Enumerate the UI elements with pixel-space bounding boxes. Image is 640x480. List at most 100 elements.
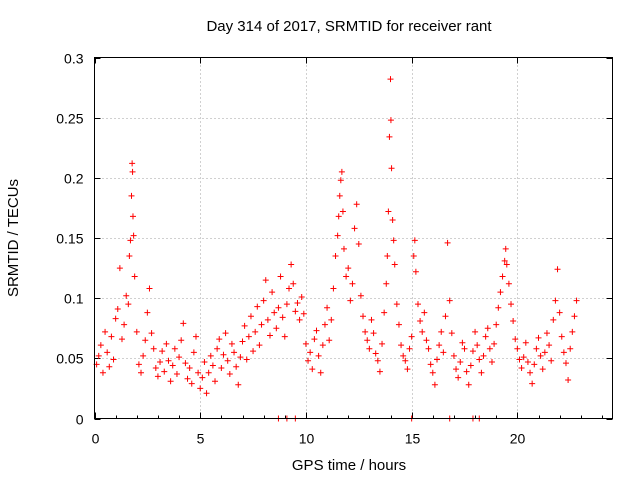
data-point xyxy=(250,348,257,355)
data-point xyxy=(567,345,574,352)
y-tick-label: 0.25 xyxy=(56,111,83,127)
data-point xyxy=(569,328,576,335)
y-tick-label: 0 xyxy=(76,412,84,428)
data-point xyxy=(121,321,128,328)
data-point xyxy=(114,305,121,312)
data-point xyxy=(277,273,284,280)
data-point xyxy=(406,345,413,352)
data-point xyxy=(135,361,142,368)
data-point xyxy=(412,268,419,275)
data-point xyxy=(157,358,164,365)
data-point xyxy=(165,357,172,364)
data-point xyxy=(486,345,493,352)
data-point xyxy=(386,133,393,140)
data-point xyxy=(161,368,168,375)
data-point xyxy=(146,285,153,292)
data-point xyxy=(442,313,449,320)
data-point xyxy=(501,257,508,264)
data-point xyxy=(558,333,565,340)
data-point xyxy=(159,348,166,355)
data-point xyxy=(148,330,155,337)
data-point xyxy=(408,333,415,340)
data-point xyxy=(338,168,345,175)
data-point xyxy=(245,333,252,340)
data-point xyxy=(207,352,214,359)
data-point xyxy=(404,366,411,373)
data-point xyxy=(133,328,140,335)
data-point xyxy=(332,253,339,260)
data-point xyxy=(296,316,303,323)
data-point xyxy=(389,216,396,223)
data-point xyxy=(518,364,525,371)
x-tick-label: 0 xyxy=(92,431,100,447)
data-point xyxy=(550,316,557,323)
data-point xyxy=(529,380,536,387)
data-point xyxy=(298,293,305,300)
data-point xyxy=(288,261,295,268)
data-point xyxy=(499,273,506,280)
data-point xyxy=(307,349,314,356)
data-point xyxy=(531,361,538,368)
data-point xyxy=(216,336,223,343)
data-point xyxy=(209,362,216,369)
data-point xyxy=(138,369,145,376)
data-point xyxy=(173,370,180,377)
data-point xyxy=(313,327,320,334)
data-point xyxy=(395,321,402,328)
data-point xyxy=(256,342,263,349)
data-point xyxy=(243,356,250,363)
data-point xyxy=(360,313,367,320)
data-point xyxy=(110,356,117,363)
data-point xyxy=(539,366,546,373)
data-point xyxy=(290,280,297,287)
data-point xyxy=(95,352,102,359)
data-point xyxy=(182,360,189,367)
data-point xyxy=(476,356,483,363)
data-point xyxy=(440,349,447,356)
chart-title: Day 314 of 2017, SRMTID for receiver ran… xyxy=(206,18,492,35)
data-point xyxy=(438,328,445,335)
data-point xyxy=(376,368,383,375)
data-point xyxy=(349,280,356,287)
data-point xyxy=(184,375,191,382)
data-point xyxy=(226,370,233,377)
data-point xyxy=(254,303,261,310)
data-point xyxy=(368,316,375,323)
data-point xyxy=(524,358,531,365)
data-point xyxy=(497,289,504,296)
data-point xyxy=(129,168,136,175)
data-point xyxy=(300,310,307,317)
data-point xyxy=(118,336,125,343)
data-point xyxy=(126,253,133,260)
data-point xyxy=(495,304,502,311)
x-tick-label: 20 xyxy=(510,431,526,447)
data-point xyxy=(450,352,457,359)
data-point xyxy=(357,292,364,299)
data-point xyxy=(104,349,111,356)
data-point xyxy=(383,280,390,287)
data-point xyxy=(199,374,206,381)
data-point xyxy=(345,265,352,272)
data-point xyxy=(163,340,170,347)
data-point xyxy=(128,192,135,199)
data-point xyxy=(571,313,578,320)
data-point xyxy=(239,338,246,345)
data-point xyxy=(393,301,400,308)
data-point xyxy=(108,333,115,340)
data-point xyxy=(535,334,542,341)
data-point xyxy=(533,345,540,352)
data-point xyxy=(190,349,197,356)
data-point xyxy=(355,241,362,248)
data-point xyxy=(335,213,342,220)
data-point xyxy=(99,369,106,376)
data-point xyxy=(339,208,346,215)
data-point xyxy=(233,363,240,370)
data-point xyxy=(140,352,147,359)
data-point xyxy=(116,265,123,272)
data-point xyxy=(330,285,337,292)
x-tick-label: 10 xyxy=(299,431,315,447)
data-point xyxy=(503,261,510,268)
data-point xyxy=(294,299,301,306)
data-point xyxy=(180,320,187,327)
data-point xyxy=(262,277,269,284)
